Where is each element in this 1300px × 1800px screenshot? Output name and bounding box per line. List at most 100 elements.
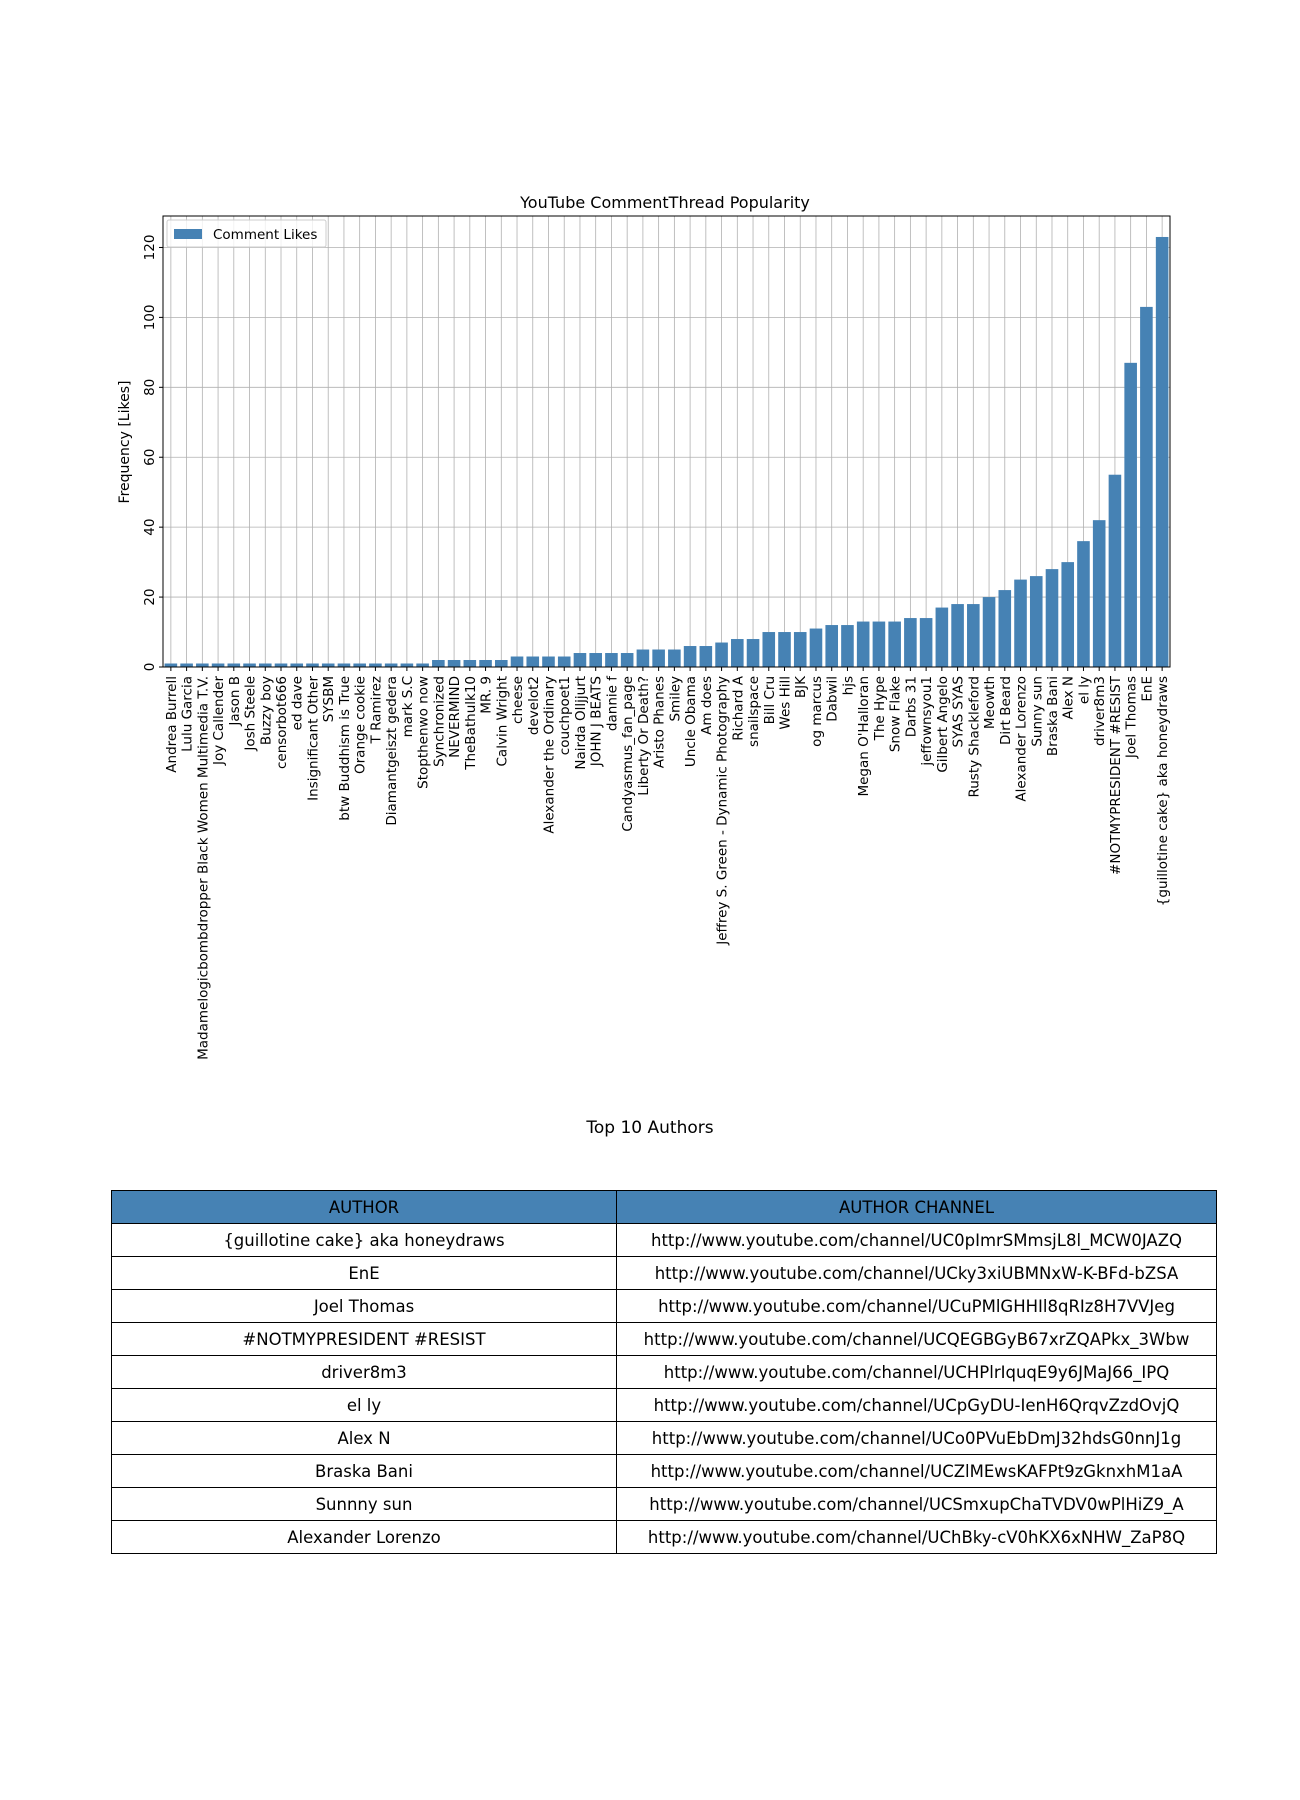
x-tick-label: Uncle Obama (683, 676, 699, 767)
x-tick-label: jeffownsyou1 (919, 676, 935, 767)
author-channel-cell: http://www.youtube.com/channel/UC0pImrSM… (616, 1223, 1217, 1257)
bar (904, 618, 917, 667)
bars (164, 236, 1169, 667)
bar (447, 660, 461, 667)
y-tick-label: 40 (142, 519, 158, 536)
bar (620, 653, 634, 667)
bar (935, 607, 949, 667)
legend-swatch (174, 229, 202, 239)
table-row: driver8m3 http://www.youtube.com/channel/… (111, 1355, 1217, 1389)
author-channel-cell: http://www.youtube.com/channel/UCo0PVuEb… (616, 1421, 1217, 1455)
x-tick-label: Megan O'Halloran (856, 676, 872, 797)
x-tick-label: Sunny sun (1029, 676, 1045, 747)
bar (589, 653, 602, 667)
x-tick-label: Alexander the Ordinary (541, 676, 557, 834)
x-tick-label: Alexander Lorenzo (1014, 676, 1030, 802)
bar (967, 604, 980, 667)
plot-frame (162, 215, 1171, 668)
bar (432, 660, 445, 667)
table-header-row: AUTHOR AUTHOR CHANNEL (111, 1190, 1217, 1224)
bar (337, 663, 351, 667)
x-tick-label: #NOTMYPRESIDENT #RESIST (1108, 675, 1124, 875)
bar (762, 632, 776, 667)
x-tick-label: Stopthenwo now (416, 676, 432, 789)
bar (668, 649, 681, 667)
x-tick-label: mark S.C (400, 676, 416, 737)
y-tick-label: 80 (142, 379, 158, 396)
header-author-channel: AUTHOR CHANNEL (616, 1190, 1217, 1224)
x-tick-label: Aristo Phanes (652, 676, 668, 768)
y-tick-label: 60 (142, 449, 158, 466)
x-tick-label: develot2 (526, 676, 542, 735)
bar (872, 621, 886, 667)
bar (636, 649, 650, 667)
bar (1108, 474, 1122, 667)
x-tick-label: Dabwil (825, 676, 841, 722)
author-channel-cell: http://www.youtube.com/channel/UCpGyDU-I… (616, 1388, 1217, 1422)
bar (290, 663, 304, 667)
y-tick-label: 120 (142, 235, 158, 261)
legend: Comment Likes (166, 219, 327, 248)
bar (557, 656, 571, 667)
bar (400, 663, 414, 667)
x-tick-label: Joy Callender (211, 676, 227, 766)
bar (1061, 562, 1075, 667)
bar (605, 653, 618, 667)
bar (227, 663, 241, 667)
bar (1140, 306, 1153, 667)
author-channel-cell: http://www.youtube.com/channel/UCHPlrIqu… (616, 1355, 1217, 1389)
x-tick-label: el ly (1076, 676, 1092, 704)
x-tick-label: Wes Hill (778, 676, 794, 730)
author-cell: driver8m3 (111, 1355, 617, 1389)
bar (463, 660, 477, 667)
bar (1155, 236, 1169, 667)
table-row: EnE http://www.youtube.com/channel/UCky3x… (111, 1256, 1217, 1290)
x-tick-label: MR. 9 (479, 676, 495, 714)
x-tick-label: dannie f (604, 675, 620, 731)
table-row: el ly http://www.youtube.com/channel/UCpG… (111, 1388, 1217, 1422)
y-tick-label: 0 (142, 663, 158, 672)
bar-chart: YouTube CommentThread Popularity 0 20 40 60… (117, 193, 1171, 1060)
x-tick-label: Bill Cru (762, 676, 778, 724)
bar (793, 632, 807, 667)
x-tick-label: SYSBM (321, 676, 337, 722)
x-tick-label: SYAS SYAS (951, 676, 967, 747)
table-row: Joel Thomas http://www.youtube.com/channe… (111, 1289, 1217, 1323)
bar (369, 663, 382, 667)
x-tick-label: btw Buddhism is True (337, 676, 353, 821)
bar (180, 663, 193, 667)
header-author: AUTHOR (111, 1190, 617, 1224)
x-tick-label: Am does (699, 676, 715, 735)
author-cell: Joel Thomas (111, 1289, 617, 1323)
author-channel-cell: http://www.youtube.com/channel/UChBky-cV… (616, 1520, 1217, 1554)
x-tick-label: Buzzy boy (258, 676, 274, 745)
bar (196, 663, 209, 667)
bar (416, 663, 429, 667)
x-tick-label: Dirt Beard (998, 676, 1014, 745)
bar (510, 656, 524, 667)
bar (825, 625, 839, 667)
bar (998, 590, 1012, 667)
x-axis-ticks: Andrea Burrell Lulu Garcia Madamelogicbomb… (164, 667, 1171, 1060)
bar (384, 663, 398, 667)
bar (526, 656, 540, 667)
x-tick-label: Meowth (982, 676, 998, 729)
bar (211, 663, 225, 667)
bar (1045, 569, 1059, 667)
table-row: Braska Bani http://www.youtube.com/channe… (111, 1454, 1217, 1488)
x-tick-label: Insignificant Other (305, 676, 321, 801)
x-tick-label: Braska Bani (1045, 676, 1061, 756)
bar (778, 632, 791, 667)
x-tick-label: Candyasmus_fan_page (620, 676, 636, 832)
author-channel-cell: http://www.youtube.com/channel/UCky3xiUB… (616, 1256, 1217, 1290)
bar (699, 646, 713, 667)
x-tick-label: Alex N (1061, 676, 1077, 719)
x-tick-label: Calvin Wright (494, 676, 510, 767)
x-tick-label: Richard A (730, 675, 746, 741)
x-tick-label: JOHN J BEATS (589, 676, 605, 767)
bar (321, 663, 335, 667)
grid-lines (163, 216, 1170, 668)
bar (746, 639, 760, 667)
bar (982, 597, 996, 667)
bar (1014, 579, 1027, 667)
